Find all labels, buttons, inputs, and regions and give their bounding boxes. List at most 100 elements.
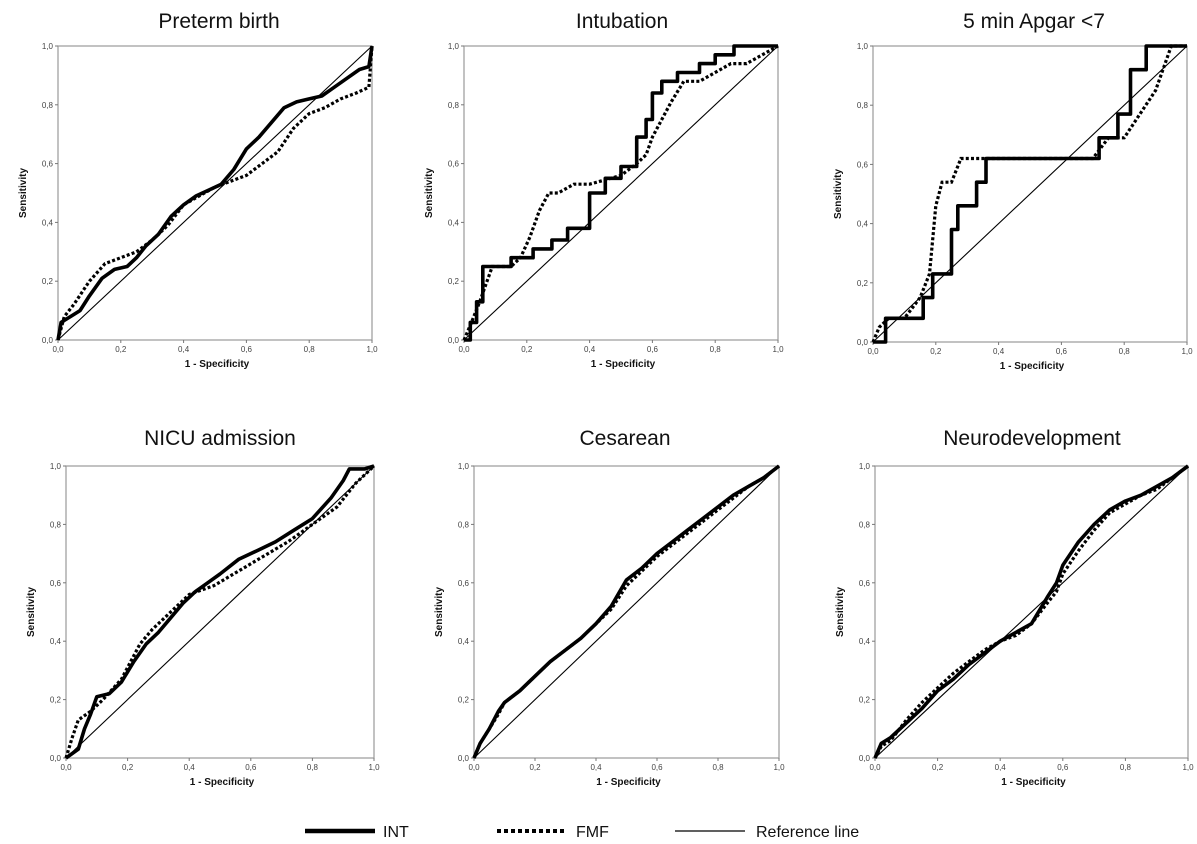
- legend-label-fmf: FMF: [576, 824, 609, 841]
- y-tick-label: 0,2: [857, 279, 869, 288]
- y-tick-label: 0,6: [458, 579, 470, 588]
- y-tick-label: 0,8: [857, 101, 869, 110]
- y-tick-label: 0,8: [448, 101, 460, 110]
- y-tick-label: 1,0: [42, 42, 54, 51]
- y-tick-label: 0,4: [859, 637, 871, 646]
- plot-frame: [57, 45, 373, 341]
- y-tick-label: 0,8: [50, 520, 62, 529]
- y-tick-label: 0,4: [50, 637, 62, 646]
- panel-title: Neurodevelopment: [943, 427, 1121, 450]
- y-tick-label: 0,2: [42, 277, 54, 286]
- series-line-fmf: [56, 45, 374, 341]
- y-tick-label: 0,4: [448, 218, 460, 227]
- legend-label-int: INT: [383, 824, 409, 841]
- plot-frame: [473, 465, 780, 759]
- roc-panel-neurodevelopment: Neurodevelopment 0,0 0,2 0,4 0,6 0,8 1,0 0,0 0,2…: [835, 427, 1194, 788]
- x-tick-label: 0,4: [184, 763, 196, 772]
- panel-title: Preterm birth: [158, 10, 279, 33]
- y-axis-label: Sensitivity: [26, 587, 37, 637]
- series-line-int: [464, 44, 778, 342]
- y-tick-label: 0,0: [859, 754, 871, 763]
- x-tick-label: 1,0: [366, 345, 378, 354]
- x-tick-label: 0,6: [245, 763, 257, 772]
- x-tick-label: 0,8: [1119, 347, 1131, 356]
- y-tick-label: 0,0: [50, 754, 62, 763]
- y-tick-label: 1,0: [857, 42, 869, 51]
- y-axis-label: Sensitivity: [434, 587, 445, 637]
- y-tick-label: 0,4: [458, 637, 470, 646]
- y-tick-label: 0,4: [857, 220, 869, 229]
- x-tick-label: 0,4: [178, 345, 190, 354]
- x-tick-label: 1,0: [772, 345, 784, 354]
- plot-frame: [872, 45, 1188, 343]
- x-tick-label: 0,6: [241, 345, 253, 354]
- series-line-reference-line: [65, 465, 375, 759]
- series-line-fmf: [64, 464, 376, 759]
- panel-title: NICU admission: [144, 427, 296, 450]
- x-tick-label: 0,0: [52, 345, 64, 354]
- series-line-int: [64, 464, 375, 760]
- x-tick-label: 0,4: [995, 763, 1007, 772]
- roc-panel-cesarean: Cesarean 0,0 0,2 0,4 0,6 0,8 1,0 0,0 0,2 0,4 0,6 0,…: [434, 427, 785, 788]
- x-tick-label: 0,4: [993, 347, 1005, 356]
- panel-title: Intubation: [576, 10, 668, 33]
- y-tick-label: 0,4: [42, 218, 54, 227]
- x-tick-label: 0,0: [867, 347, 879, 356]
- plot-frame: [463, 45, 779, 341]
- roc-panel-intubation: Intubation 0,0 0,2 0,4 0,6 0,8 1,0 0,0 0,2 0,4 0,6…: [424, 10, 784, 370]
- series-line-int: [56, 45, 374, 341]
- x-axis-label: 1 - Specificity: [185, 359, 250, 370]
- x-tick-label: 0,8: [710, 345, 722, 354]
- y-tick-label: 0,2: [859, 696, 871, 705]
- x-tick-label: 0,2: [529, 763, 541, 772]
- plot-frame: [65, 465, 375, 759]
- series-line-reference-line: [57, 45, 373, 341]
- y-tick-label: 0,0: [857, 338, 869, 347]
- y-tick-label: 0,6: [857, 160, 869, 169]
- y-axis-label: Sensitivity: [835, 587, 846, 637]
- x-tick-label: 1,0: [1181, 347, 1193, 356]
- x-axis-label: 1 - Specificity: [1000, 361, 1065, 372]
- y-tick-label: 1,0: [859, 462, 871, 471]
- y-axis-label: Sensitivity: [833, 169, 844, 219]
- x-axis-label: 1 - Specificity: [1001, 777, 1066, 788]
- y-tick-label: 1,0: [448, 42, 460, 51]
- y-tick-label: 0,6: [50, 579, 62, 588]
- roc-panel-5-min-apgar-7: 5 min Apgar <7 0,0 0,2 0,4 0,6 0,8 1,0 0,0 0,2 0,…: [833, 10, 1193, 372]
- y-tick-label: 0,6: [448, 160, 460, 169]
- x-tick-label: 0,8: [712, 763, 724, 772]
- x-tick-label: 1,0: [368, 763, 380, 772]
- x-tick-label: 0,8: [307, 763, 319, 772]
- y-axis-label: Sensitivity: [424, 168, 435, 218]
- x-tick-label: 0,2: [930, 347, 942, 356]
- y-tick-label: 0,0: [458, 754, 470, 763]
- y-tick-label: 0,0: [448, 336, 460, 345]
- x-tick-label: 0,4: [584, 345, 596, 354]
- plot-frame: [874, 465, 1189, 759]
- x-axis-label: 1 - Specificity: [190, 777, 255, 788]
- x-tick-label: 0,0: [869, 763, 881, 772]
- y-tick-label: 0,6: [859, 579, 871, 588]
- x-tick-label: 0,2: [521, 345, 533, 354]
- x-tick-label: 0,2: [932, 763, 944, 772]
- x-axis-label: 1 - Specificity: [591, 359, 656, 370]
- legend: INT FMF Reference line: [305, 824, 859, 841]
- roc-panel-preterm-birth: Preterm birth 0,0 0,2 0,4 0,6 0,8 1,0 0,0 0,2 0,4…: [18, 10, 378, 370]
- y-tick-label: 0,0: [42, 336, 54, 345]
- x-tick-label: 1,0: [773, 763, 785, 772]
- x-axis-label: 1 - Specificity: [596, 777, 661, 788]
- x-tick-label: 0,6: [647, 345, 659, 354]
- legend-label-reference-line: Reference line: [756, 824, 859, 841]
- y-tick-label: 0,2: [448, 277, 460, 286]
- x-tick-label: 0,0: [468, 763, 480, 772]
- x-tick-label: 0,8: [304, 345, 316, 354]
- x-tick-label: 0,0: [458, 345, 470, 354]
- y-tick-label: 0,6: [42, 160, 54, 169]
- series-line-reference-line: [874, 465, 1189, 759]
- y-tick-label: 0,8: [42, 101, 54, 110]
- y-tick-label: 0,2: [50, 696, 62, 705]
- y-tick-label: 0,8: [859, 520, 871, 529]
- x-tick-label: 0,6: [651, 763, 663, 772]
- series-line-fmf: [462, 44, 779, 341]
